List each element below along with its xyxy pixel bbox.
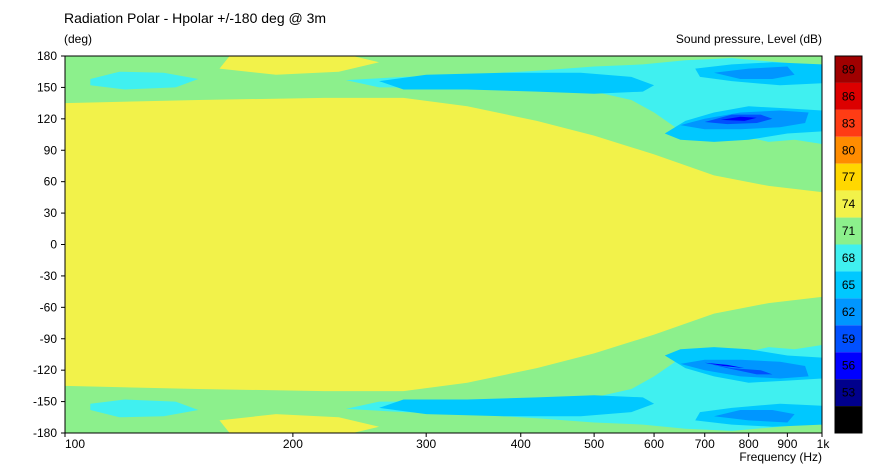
y-tick-label: 60	[44, 175, 58, 189]
contour-region-68-9	[90, 399, 199, 418]
colorbar-swatch-74	[835, 190, 862, 218]
y-tick-label: -90	[40, 332, 58, 346]
contour-region-56-25	[704, 362, 745, 369]
colorbar-label-59: 59	[842, 332, 856, 346]
contour-region-68-8	[90, 71, 199, 90]
y-tick-label: 120	[37, 112, 57, 126]
contour-region-65-13	[379, 395, 655, 417]
colorbar-swatch-53	[835, 379, 862, 407]
colorbar: 89 86 83 80 77 74 71 68 65 62 59 56 53 50	[834, 55, 863, 434]
colorbar-label-86: 86	[842, 89, 856, 103]
y-axis-unit: (deg)	[64, 32, 93, 46]
colorbar-swatch-86	[835, 82, 862, 110]
y-tick-label: -30	[40, 269, 58, 283]
colorbar-label-68: 68	[842, 251, 856, 265]
colorbar-label-83: 83	[842, 116, 856, 130]
colorbar-swatch-56	[835, 352, 862, 380]
x-tick-label: 700	[695, 437, 715, 451]
colorbar-label-53: 53	[842, 386, 856, 400]
colorbar-label-65: 65	[842, 278, 856, 292]
y-tick-label: 150	[37, 80, 57, 94]
colorbar-swatch-65	[835, 271, 862, 299]
colorbar-swatch-80	[835, 136, 862, 164]
contour-region-56-24	[720, 116, 757, 121]
colorbar-swatch-68	[835, 244, 862, 272]
colorbar-label-56: 56	[842, 359, 856, 373]
x-tick-label: 400	[511, 437, 531, 451]
x-tick-label: 800	[739, 437, 759, 451]
colorbar-swatch-71	[835, 217, 862, 245]
colorbar-frame	[834, 55, 863, 434]
colorbar-label-71: 71	[842, 224, 856, 238]
colorbar-label: Sound pressure, Level (dB)	[675, 32, 822, 46]
y-tick-label: -60	[40, 300, 58, 314]
y-tick-label: 90	[44, 143, 58, 157]
contour-region-62-21	[714, 410, 795, 423]
colorbar-label-80: 80	[842, 143, 856, 157]
x-tick-label: 500	[584, 437, 604, 451]
plot-area	[65, 56, 822, 433]
colorbar-swatch-83	[835, 109, 862, 137]
colorbar-swatch-62	[835, 298, 862, 326]
x-tick-label: 200	[283, 437, 303, 451]
contour-region-74-7	[219, 414, 380, 433]
contour-region-65-12	[379, 72, 655, 94]
contour-region-62-20	[714, 66, 795, 79]
y-tick-label: 30	[44, 206, 58, 220]
x-tick-label: 900	[777, 437, 797, 451]
colorbar-swatch-77	[835, 163, 862, 191]
y-tick-label: -150	[33, 395, 57, 409]
colorbar-swatch-50	[835, 406, 862, 433]
y-tick-label: 180	[37, 49, 57, 63]
x-tick-label: 100	[65, 437, 85, 451]
y-tick-label: -180	[33, 426, 57, 440]
colorbar-label-89: 89	[842, 62, 856, 76]
contour-region-74-5	[65, 97, 822, 392]
colorbar-swatch-59	[835, 325, 862, 353]
x-axis-label: Frequency (Hz)	[739, 450, 822, 464]
colorbar-swatch-89	[835, 56, 862, 83]
chart-title: Radiation Polar - Hpolar +/-180 deg @ 3m	[64, 10, 327, 26]
colorbar-label-50: 50	[842, 413, 856, 427]
x-tick-label: 1k	[817, 437, 831, 451]
colorbar-label-77: 77	[842, 170, 856, 184]
colorbar-label-74: 74	[842, 197, 856, 211]
y-tick-label: 0	[50, 238, 57, 252]
contour-region-59-23	[704, 362, 773, 375]
contour-region-74-6	[219, 56, 380, 75]
x-tick-label: 600	[644, 437, 664, 451]
colorbar-label-62: 62	[842, 305, 856, 319]
x-tick-label: 300	[416, 437, 436, 451]
axes: 1801501209060300-30-60-90-120-150-180100…	[33, 49, 830, 451]
y-tick-label: -120	[33, 363, 57, 377]
